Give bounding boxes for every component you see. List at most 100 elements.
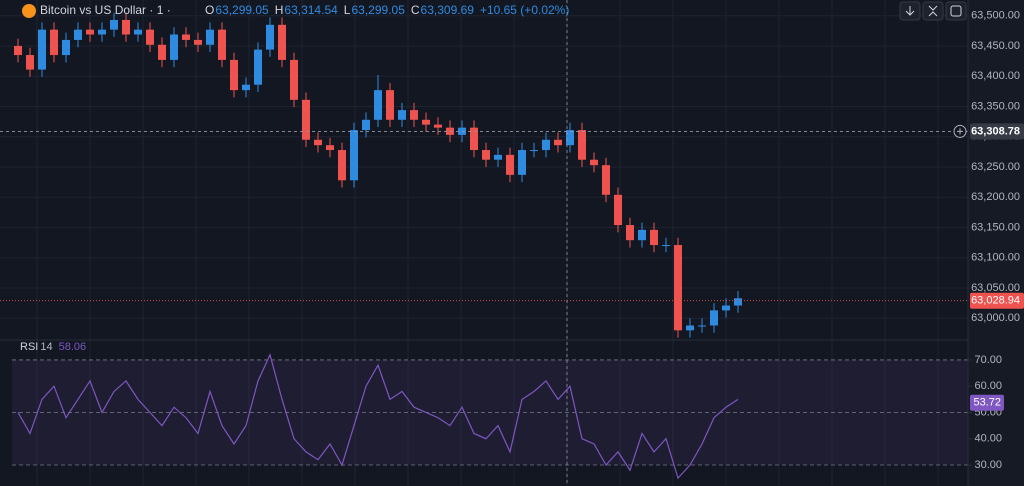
candle-body xyxy=(518,150,526,175)
y-tick-label: 63,200.00 xyxy=(971,191,1020,203)
rsi-tick-label: 60.00 xyxy=(974,380,1002,392)
candle-body xyxy=(338,150,346,181)
candle-body xyxy=(86,29,94,35)
candle-body xyxy=(506,154,514,175)
candle-body xyxy=(218,29,226,60)
bitcoin-icon xyxy=(22,4,36,18)
candle-body xyxy=(434,124,442,128)
candle-body xyxy=(674,245,682,331)
ohlc-label: H xyxy=(275,3,284,17)
candle-body xyxy=(74,29,82,40)
icon xyxy=(928,5,938,17)
candle-body xyxy=(242,84,250,91)
last-price: 63,028.94 xyxy=(971,295,1020,307)
layer: 63,500.00 63,450.00 63,400.00 63,350.00 63,3… xyxy=(0,10,1024,480)
y-tick-label: 63,100.00 xyxy=(971,252,1020,264)
toolbar xyxy=(899,1,967,21)
candle-body xyxy=(26,55,34,70)
candle-body xyxy=(566,130,574,146)
rsi-header-value: 58.06 xyxy=(59,341,87,353)
candle-body xyxy=(326,145,334,151)
crosshair-tag xyxy=(970,123,1024,140)
candle-body xyxy=(182,34,190,40)
candle-body xyxy=(722,305,730,311)
candle-body xyxy=(14,45,22,56)
candle-body xyxy=(734,298,742,306)
crosshair-price: 63,308.78 xyxy=(971,125,1020,137)
y-tick-label: 63,150.00 xyxy=(971,221,1020,233)
candle-body xyxy=(590,159,598,166)
candle-body xyxy=(410,110,418,120)
candle-body xyxy=(386,90,394,120)
ohlc-value: 63,299.05 xyxy=(215,3,269,17)
candle-body xyxy=(662,245,670,247)
candle-body xyxy=(266,24,274,50)
candle-body xyxy=(302,99,310,140)
rsi-last: 53.72 xyxy=(973,397,1001,409)
icon xyxy=(950,5,962,17)
candle-body xyxy=(470,127,478,151)
symbol-title: Bitcoin vs US Dollar · 1 · xyxy=(40,3,171,17)
candle-body xyxy=(170,34,178,60)
candle-body xyxy=(110,19,118,30)
button-maximize[interactable] xyxy=(945,1,967,21)
ohlc-legend: O 63,299.05 H 63,314.54 L 63,299.05 C 63,309.69… xyxy=(205,3,569,17)
candle-body xyxy=(398,110,406,120)
candle-body xyxy=(290,59,298,100)
rsi-name: RSI xyxy=(20,341,38,353)
candle-body xyxy=(158,44,166,60)
candle-body xyxy=(578,130,586,160)
rsi-tick-label: 70.00 xyxy=(974,354,1002,366)
ohlc-label: O xyxy=(205,3,214,17)
rsi-tick-label: 40.00 xyxy=(974,433,1002,445)
rsi-line xyxy=(17,352,739,480)
candle-body xyxy=(50,29,58,56)
candle-body xyxy=(422,119,430,125)
ohlc-value: 63,309.69 xyxy=(421,3,475,17)
ohlc-value: 63,299.05 xyxy=(351,3,405,17)
y-tick-label: 63,250.00 xyxy=(971,161,1020,173)
candle-body xyxy=(98,29,106,35)
candle-body xyxy=(38,29,46,70)
candle-body xyxy=(230,59,238,91)
rsi-tick-label: 30.00 xyxy=(974,459,1002,471)
candle-body xyxy=(62,39,70,56)
candle-body xyxy=(362,119,370,131)
ohlc-value: 63,314.54 xyxy=(284,3,338,17)
y-tick-label: 63,400.00 xyxy=(971,70,1020,82)
rsi-length: 14 xyxy=(40,341,52,353)
ohlc-label: L xyxy=(344,3,351,17)
candle-body xyxy=(254,49,262,85)
candle-body xyxy=(194,39,202,45)
candle-body xyxy=(710,310,718,326)
button-collapse[interactable] xyxy=(922,1,944,21)
candle-body xyxy=(638,229,646,241)
candle-body xyxy=(314,139,322,146)
y-tick-label: 63,450.00 xyxy=(971,40,1020,52)
change: +10.65 (+0.02%) xyxy=(480,3,569,17)
y-tick-label: 63,050.00 xyxy=(971,282,1020,294)
candle-body xyxy=(542,139,550,151)
candle-body xyxy=(146,29,154,45)
candle-body xyxy=(650,229,658,246)
ohlc-label: C xyxy=(411,3,420,17)
candle-body xyxy=(698,325,706,327)
y-tick-label: 63,500.00 xyxy=(971,10,1020,22)
time-grid xyxy=(36,0,939,486)
candle-body xyxy=(530,150,538,152)
y-tick-label: 63,000.00 xyxy=(971,312,1020,324)
candle-body xyxy=(494,154,502,160)
y-tick-label: 63,350.00 xyxy=(971,100,1020,112)
candle-body xyxy=(602,165,610,195)
candle-body xyxy=(206,29,214,45)
plus-icon xyxy=(957,128,963,135)
candle-body xyxy=(626,225,634,241)
candle-body xyxy=(614,194,622,226)
candle-body xyxy=(554,139,562,146)
icon xyxy=(905,6,915,16)
candle-body xyxy=(482,150,490,160)
candle-body xyxy=(686,325,694,331)
candle-body xyxy=(374,90,382,120)
